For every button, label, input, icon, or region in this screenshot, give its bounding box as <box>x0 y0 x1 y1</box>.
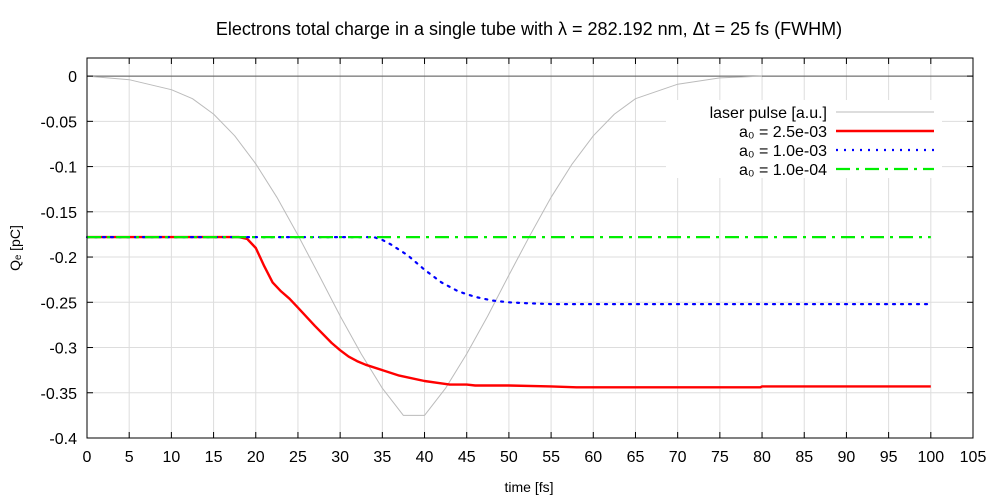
legend-label: a₀ = 1.0e-03 <box>739 143 827 160</box>
chart-title: Electrons total charge in a single tube … <box>216 19 842 39</box>
x-tick-label: 100 <box>917 449 944 466</box>
y-tick-label: -0.35 <box>41 386 78 403</box>
series-line-a-2-5e-03 <box>87 235 931 389</box>
y-axis-label: Qₑ [pC] <box>7 225 23 271</box>
series-line-laser-pulse-a-u <box>86 75 763 416</box>
x-tick-label: 5 <box>125 449 134 466</box>
x-tick-label: 15 <box>205 449 223 466</box>
x-tick-label: 30 <box>331 449 349 466</box>
y-tick-label: -0.25 <box>41 295 78 312</box>
y-tick-label: -0.4 <box>49 431 77 448</box>
x-tick-label: 75 <box>711 449 729 466</box>
y-tick-label: -0.2 <box>49 250 77 267</box>
x-tick-label: 95 <box>880 449 898 466</box>
x-tick-label: 10 <box>162 449 180 466</box>
x-tick-label: 25 <box>289 449 307 466</box>
legend-label: a₀ = 1.0e-04 <box>739 162 827 179</box>
x-tick-label: 70 <box>669 449 687 466</box>
y-tick-label: -0.1 <box>49 160 77 177</box>
x-tick-label: 20 <box>247 449 265 466</box>
y-tick-label: 0 <box>68 69 77 86</box>
legend: laser pulse [a.u.] a₀ = 2.5e-03 a₀ = 1.0e-… <box>666 100 942 179</box>
y-tick-label: -0.15 <box>41 205 78 222</box>
x-tick-label: 0 <box>83 449 92 466</box>
y-axis-ticks: 0 -0.05 -0.1 -0.15 -0.2 -0.25 -0.3 -0.35 -0.4 <box>41 69 973 448</box>
x-tick-label: 55 <box>542 449 560 466</box>
legend-label: laser pulse [a.u.] <box>710 105 827 122</box>
legend-label: a₀ = 2.5e-03 <box>739 124 827 141</box>
x-tick-label: 50 <box>500 449 518 466</box>
x-axis-ticks: 0 5 10 15 20 25 30 35 40 45 50 55 60 65 70 75 80 85 90 95 10… <box>83 58 987 466</box>
x-tick-label: 90 <box>838 449 856 466</box>
legend-background <box>666 100 942 178</box>
x-tick-label: 65 <box>627 449 645 466</box>
y-tick-label: -0.3 <box>49 341 77 358</box>
x-tick-label: 60 <box>584 449 602 466</box>
x-axis-label: time [fs] <box>504 479 553 495</box>
x-tick-label: 80 <box>753 449 771 466</box>
x-tick-label: 40 <box>416 449 434 466</box>
x-tick-label: 45 <box>458 449 476 466</box>
x-tick-label: 35 <box>373 449 391 466</box>
y-tick-label: -0.05 <box>41 114 78 131</box>
series-group <box>85 75 932 416</box>
plot-frame <box>86 57 974 439</box>
x-tick-label: 105 <box>960 449 987 466</box>
x-tick-label: 85 <box>795 449 813 466</box>
